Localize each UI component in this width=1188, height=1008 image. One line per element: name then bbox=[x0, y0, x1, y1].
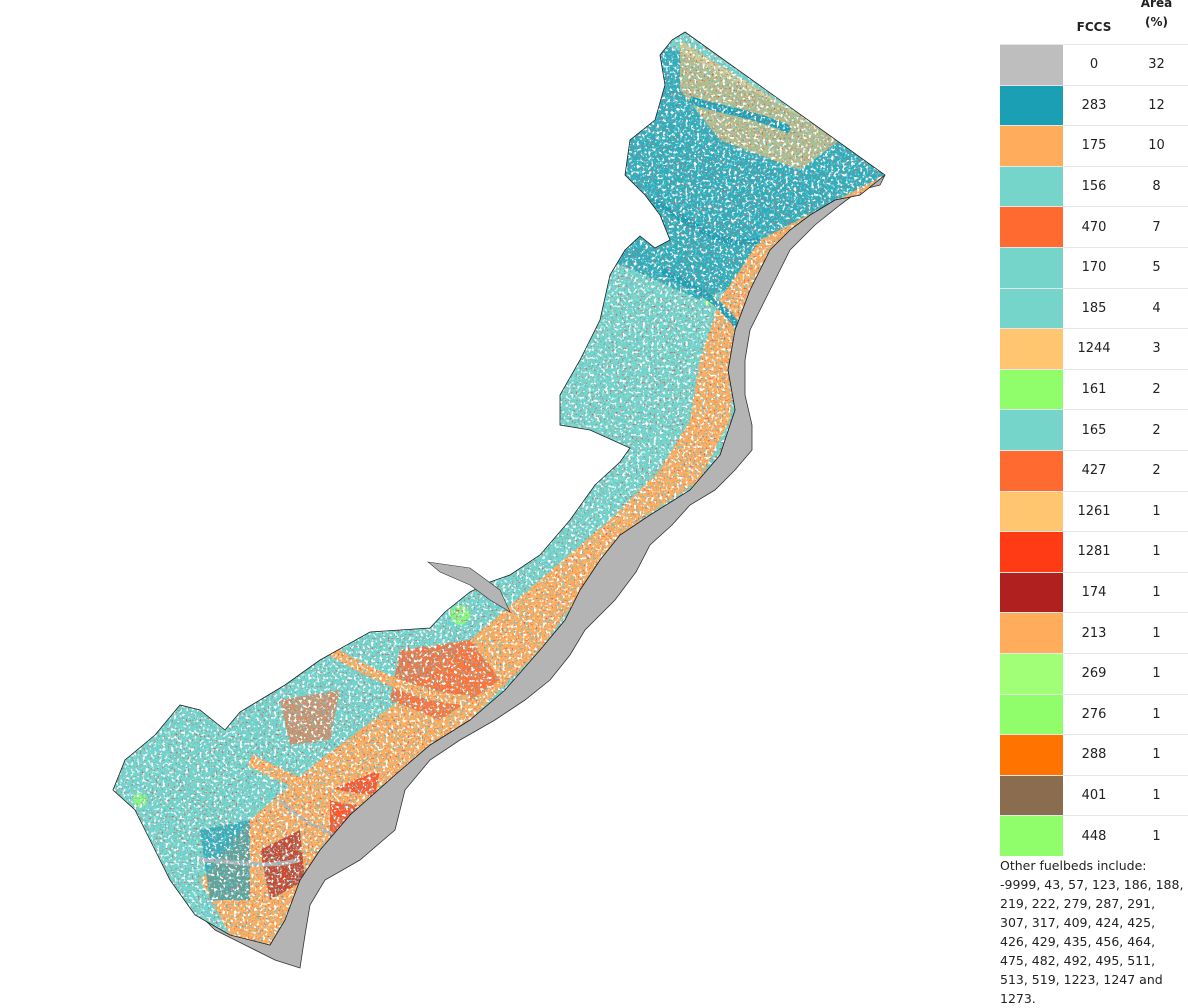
legend-area-pct: 2 bbox=[1152, 463, 1161, 479]
legend-fccs-code: 185 bbox=[1081, 300, 1107, 316]
legend-row: 213 1 bbox=[1000, 612, 1188, 653]
legend-area-pct: 2 bbox=[1152, 422, 1161, 438]
legend-fccs-code: 1261 bbox=[1077, 503, 1111, 519]
legend-swatch bbox=[1000, 532, 1063, 572]
legend-fccs-code: 170 bbox=[1081, 260, 1107, 276]
legend-row: 269 1 bbox=[1000, 652, 1188, 694]
legend-swatch bbox=[1000, 126, 1063, 166]
legend-swatch bbox=[1000, 369, 1063, 410]
legend-fccs-code: 156 bbox=[1081, 179, 1107, 195]
legend-header: FCCS Area (%) bbox=[1000, 0, 1188, 44]
legend-area-pct: 1 bbox=[1152, 544, 1161, 560]
legend-fccs-code: 427 bbox=[1081, 463, 1107, 479]
legend-area-pct: 7 bbox=[1152, 219, 1161, 235]
legend-area-pct: 1 bbox=[1152, 625, 1161, 641]
legend-swatch bbox=[1000, 329, 1063, 369]
legend-row: 156 8 bbox=[1000, 165, 1188, 207]
legend-fccs-code: 401 bbox=[1081, 787, 1107, 803]
legend-row: 165 2 bbox=[1000, 409, 1188, 450]
fuelbed-map bbox=[112, 31, 886, 969]
legend-area-pct: 4 bbox=[1152, 300, 1161, 316]
legend: FCCS Area (%) 0 32 283 12 175 10 156 8 470 7 170 5 1… bbox=[1000, 0, 1188, 1008]
legend-swatch bbox=[1000, 85, 1063, 126]
legend-fccs-code: 174 bbox=[1081, 585, 1107, 601]
legend-swatch bbox=[1000, 45, 1063, 85]
legend-col-area: Area (%) bbox=[1140, 0, 1173, 29]
legend-fccs-code: 269 bbox=[1081, 666, 1107, 682]
legend-area-pct: 1 bbox=[1152, 666, 1161, 682]
legend-row: 288 1 bbox=[1000, 734, 1188, 775]
legend-area-pct: 1 bbox=[1152, 747, 1161, 763]
legend-swatch bbox=[1000, 816, 1063, 856]
legend-area-pct: 5 bbox=[1152, 260, 1161, 276]
legend-fccs-code: 276 bbox=[1081, 706, 1107, 722]
legend-area-pct: 8 bbox=[1152, 179, 1161, 195]
legend-row: 1244 3 bbox=[1000, 328, 1188, 369]
legend-row: 448 1 bbox=[1000, 815, 1188, 856]
legend-swatch bbox=[1000, 166, 1063, 207]
legend-swatch bbox=[1000, 410, 1063, 450]
legend-row: 174 1 bbox=[1000, 571, 1188, 613]
legend-swatch bbox=[1000, 775, 1063, 816]
legend-fccs-code: 283 bbox=[1081, 97, 1107, 113]
legend-swatch bbox=[1000, 572, 1063, 613]
legend-row: 1261 1 bbox=[1000, 490, 1188, 532]
inlet bbox=[426, 561, 511, 613]
legend-col-fccs: FCCS bbox=[1076, 20, 1112, 34]
legend-fccs-code: 470 bbox=[1081, 219, 1107, 235]
legend-area-pct: 1 bbox=[1152, 585, 1161, 601]
legend-fccs-code: 0 bbox=[1089, 57, 1099, 73]
county-boundary bbox=[112, 31, 886, 946]
legend-fccs-code: 175 bbox=[1081, 138, 1107, 154]
legend-row: 170 5 bbox=[1000, 246, 1188, 288]
legend-row: 401 1 bbox=[1000, 774, 1188, 816]
land-area bbox=[113, 32, 885, 945]
legend-area-pct: 10 bbox=[1148, 138, 1165, 154]
legend-fccs-code: 1281 bbox=[1077, 544, 1111, 560]
legend-area-pct: 2 bbox=[1152, 382, 1161, 398]
legend-row: 0 32 bbox=[1000, 44, 1188, 85]
legend-area-pct: 1 bbox=[1152, 706, 1161, 722]
legend-swatch bbox=[1000, 653, 1063, 694]
legend-swatch bbox=[1000, 207, 1063, 247]
legend-fccs-code: 165 bbox=[1081, 422, 1107, 438]
legend-area-pct: 1 bbox=[1152, 503, 1161, 519]
legend-area-pct: 1 bbox=[1152, 828, 1161, 844]
legend-fccs-code: 213 bbox=[1081, 625, 1107, 641]
legend-area-pct: 3 bbox=[1152, 341, 1161, 357]
legend-row: 175 10 bbox=[1000, 125, 1188, 166]
legend-area-pct: 1 bbox=[1152, 787, 1161, 803]
legend-rows: 0 32 283 12 175 10 156 8 470 7 170 5 185 4 1244 3 161 2 16… bbox=[1000, 44, 1188, 856]
legend-swatch bbox=[1000, 735, 1063, 775]
legend-swatch bbox=[1000, 491, 1063, 532]
legend-row: 470 7 bbox=[1000, 206, 1188, 247]
legend-swatch bbox=[1000, 247, 1063, 288]
legend-row: 427 2 bbox=[1000, 449, 1188, 491]
legend-row: 283 12 bbox=[1000, 84, 1188, 126]
legend-fccs-code: 161 bbox=[1081, 382, 1107, 398]
legend-swatch bbox=[1000, 450, 1063, 491]
legend-swatch bbox=[1000, 694, 1063, 735]
legend-area-pct: 12 bbox=[1148, 97, 1165, 113]
legend-fccs-code: 288 bbox=[1081, 747, 1107, 763]
legend-note: Other fuelbeds include: -9999, 43, 57, 1… bbox=[1000, 857, 1184, 1006]
legend-fccs-code: 448 bbox=[1081, 828, 1107, 844]
legend-row: 1281 1 bbox=[1000, 531, 1188, 572]
legend-row: 161 2 bbox=[1000, 368, 1188, 410]
legend-row: 185 4 bbox=[1000, 287, 1188, 329]
legend-area-pct: 32 bbox=[1148, 57, 1165, 73]
legend-fccs-code: 1244 bbox=[1077, 341, 1111, 357]
legend-row: 276 1 bbox=[1000, 693, 1188, 735]
legend-swatch bbox=[1000, 613, 1063, 653]
legend-swatch bbox=[1000, 288, 1063, 329]
